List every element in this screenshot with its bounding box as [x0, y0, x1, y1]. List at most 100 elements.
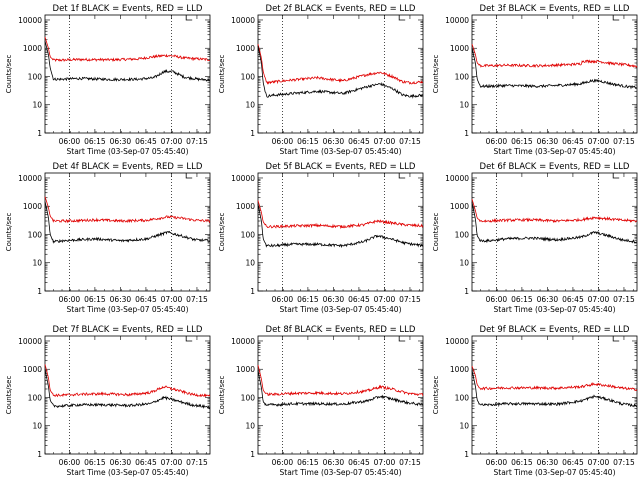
detector-panel-8: Det 8f BLACK = Events, RED = LLD 1 10 100 10… [218, 325, 424, 477]
y-tick-label: 100 [241, 393, 256, 402]
detector-panel-3: Det 3f BLACK = Events, RED = LLD 1 10 100 10… [432, 4, 638, 156]
plot-frame [471, 335, 638, 455]
y-axis-label: Counts/sec [432, 376, 440, 415]
detector-panel-2: Det 2f BLACK = Events, RED = LLD 1 10 100 10… [218, 4, 424, 156]
panel-title: Det 5f BLACK = Events, RED = LLD [266, 162, 416, 172]
y-tick-label: 1000 [236, 365, 255, 374]
lld-series-line [471, 198, 638, 224]
bracket-marker [185, 173, 193, 179]
y-tick-label: 100 [28, 393, 43, 402]
x-tick-label: 07:15 [186, 458, 208, 467]
detector-panel-6: Det 6f BLACK = Events, RED = LLD 1 10 100 10… [432, 162, 638, 314]
y-axis-label: Counts/sec [5, 213, 13, 252]
x-tick-label: 07:15 [399, 458, 421, 467]
panel-title: Det 3f BLACK = Events, RED = LLD [480, 4, 630, 14]
panel-title: Det 1f BLACK = Events, RED = LLD [53, 4, 203, 14]
lld-series-line [257, 365, 424, 397]
lld-series-line [257, 200, 424, 230]
y-tick-label: 10000 [231, 337, 255, 346]
y-tick-label: 100 [241, 72, 256, 81]
plot-frame [471, 14, 638, 134]
x-tick-label: 06:45 [348, 137, 370, 146]
y-tick-label: 100 [455, 230, 470, 239]
y-tick-label: 1000 [23, 365, 42, 374]
x-tick-label: 06:45 [562, 137, 584, 146]
x-tick-label: 06:15 [84, 295, 106, 304]
events-series-line [257, 370, 424, 407]
plot-frame [44, 14, 211, 134]
y-tick-label: 10 [459, 101, 469, 110]
y-tick-label: 10000 [231, 16, 255, 25]
x-tick-label: 06:15 [84, 137, 106, 146]
events-series-line [471, 48, 637, 90]
lld-series-line [44, 364, 211, 398]
x-tick-label: 06:00 [272, 137, 294, 146]
x-tick-label: 06:15 [511, 458, 533, 467]
plot-frame [257, 172, 424, 292]
x-tick-label: 07:15 [399, 137, 421, 146]
events-series-line [44, 40, 211, 82]
y-tick-label: 1 [37, 287, 42, 296]
y-axis-label: Counts/sec [432, 213, 440, 252]
x-tick-label: 07:15 [186, 137, 208, 146]
x-axis-label: Start Time (03-Sep-07 05:45:40) [494, 305, 616, 314]
x-axis-label: Start Time (03-Sep-07 05:45:40) [494, 468, 616, 477]
detector-panel-4: Det 4f BLACK = Events, RED = LLD 1 10 100 10… [5, 162, 211, 314]
bracket-marker [612, 15, 620, 21]
y-tick-label: 1 [250, 129, 255, 138]
x-tick-label: 06:45 [135, 458, 157, 467]
x-tick-label: 06:15 [297, 295, 319, 304]
x-axis-label: Start Time (03-Sep-07 05:45:40) [67, 147, 189, 156]
events-series-line [44, 201, 211, 244]
x-tick-label: 07:00 [588, 295, 610, 304]
plot-frame [257, 335, 424, 455]
x-tick-label: 06:30 [537, 295, 559, 304]
y-tick-label: 100 [455, 393, 470, 402]
x-tick-label: 06:45 [562, 295, 584, 304]
y-axis-label: Counts/sec [5, 55, 13, 94]
panel-title: Det 2f BLACK = Events, RED = LLD [266, 4, 416, 14]
lld-series-line [471, 365, 638, 392]
lld-series-line [44, 36, 211, 63]
y-tick-label: 1 [37, 450, 42, 459]
bracket-marker [612, 173, 620, 179]
plot-frame [471, 172, 638, 292]
bracket-marker [185, 336, 193, 342]
x-tick-label: 06:45 [348, 295, 370, 304]
y-tick-label: 10 [32, 422, 42, 431]
detector-panel-9: Det 9f BLACK = Events, RED = LLD 1 10 100 10… [432, 325, 638, 477]
y-tick-label: 100 [241, 230, 256, 239]
x-tick-label: 06:30 [110, 295, 132, 304]
panel-title: Det 7f BLACK = Events, RED = LLD [53, 325, 203, 335]
x-tick-label: 06:30 [323, 137, 345, 146]
x-tick-label: 07:00 [588, 137, 610, 146]
y-tick-label: 10 [245, 259, 255, 268]
events-series-line [257, 203, 424, 249]
y-tick-label: 10000 [18, 174, 42, 183]
x-tick-label: 07:00 [161, 295, 183, 304]
x-tick-label: 06:00 [486, 295, 508, 304]
x-axis-label: Start Time (03-Sep-07 05:45:40) [280, 147, 402, 156]
lld-series-line [257, 44, 424, 85]
panel-title: Det 9f BLACK = Events, RED = LLD [480, 325, 630, 335]
x-tick-label: 06:00 [59, 295, 81, 304]
y-tick-label: 1 [250, 450, 255, 459]
y-tick-label: 100 [28, 72, 43, 81]
x-tick-label: 06:45 [135, 295, 157, 304]
y-tick-label: 1000 [23, 202, 42, 211]
y-tick-label: 1 [37, 129, 42, 138]
x-tick-label: 07:15 [399, 295, 421, 304]
y-tick-label: 1 [464, 287, 469, 296]
y-tick-label: 10000 [445, 174, 469, 183]
x-tick-label: 06:00 [272, 458, 294, 467]
x-tick-label: 07:15 [186, 295, 208, 304]
y-tick-label: 1000 [450, 44, 469, 53]
y-tick-label: 1000 [236, 202, 255, 211]
x-tick-label: 06:30 [537, 458, 559, 467]
y-tick-label: 1000 [450, 365, 469, 374]
y-tick-label: 1000 [450, 202, 469, 211]
y-axis-label: Counts/sec [432, 55, 440, 94]
x-axis-label: Start Time (03-Sep-07 05:45:40) [67, 468, 189, 477]
events-series-line [471, 202, 638, 244]
